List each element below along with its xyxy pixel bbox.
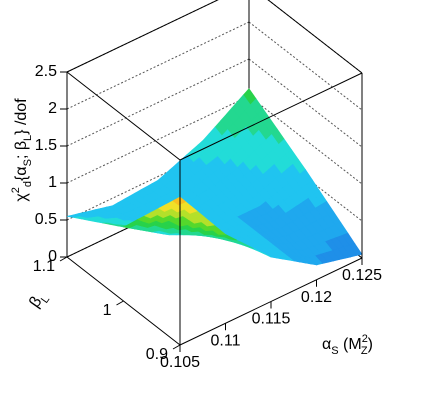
z-label-part: ; β [13,141,30,159]
z-tick-label: 0.5 [35,211,57,228]
box-edge [66,0,219,73]
z-label-part: χ [13,193,30,202]
z-label-part: S [22,159,34,166]
y-axis-label: βL [26,289,52,313]
x-tick-label: 0.125 [342,267,382,284]
z-label-part: 2 [10,187,22,193]
z-tick-label: 0 [48,248,57,265]
grid-line [66,58,250,147]
box-edge [66,71,181,161]
y-tick-label: 1.1 [33,258,55,275]
x-label-part: ) [368,336,373,353]
y-label-part: L [39,294,52,306]
z-label-part: L [22,135,34,141]
box-edge [179,72,363,161]
grid-line [66,0,219,73]
x-label-part: α [322,336,331,353]
x-label-part: 2 [362,333,368,345]
x-tick-label: 0.115 [252,311,291,328]
z-tick-label: 1.5 [35,137,57,154]
x-tick-label: 0.11 [211,332,241,349]
z-tick-label: 2 [48,100,57,117]
y-tick [59,256,68,262]
grid-line [66,21,250,110]
x-label-part: S [331,345,338,357]
x-tick-label: 0.12 [301,289,332,306]
grid-line [66,95,250,184]
y-tick-label: 1 [103,302,112,319]
y-tick [116,300,124,306]
z-tick-label: 1 [48,174,57,191]
x-label-part: Z [361,345,368,357]
x-axis-label: αS (M2 Z) [322,333,373,357]
x-label-part: (M [339,336,362,353]
grid-line [267,0,363,74]
grid-line [248,21,363,111]
box-edge [267,0,363,74]
z-tick-label: 2.5 [35,63,57,80]
x-tick-label: 0.105 [160,354,200,371]
y-tick [172,344,181,350]
z-axis-label: χ2d{αS; βL} /dof [10,98,34,202]
z-label-part: d [22,181,34,187]
surface-cell [172,196,187,206]
y-tick-label: 0.9 [146,346,168,363]
z-label-part: } /dof [13,98,30,135]
z-label-part: {α [13,166,30,181]
